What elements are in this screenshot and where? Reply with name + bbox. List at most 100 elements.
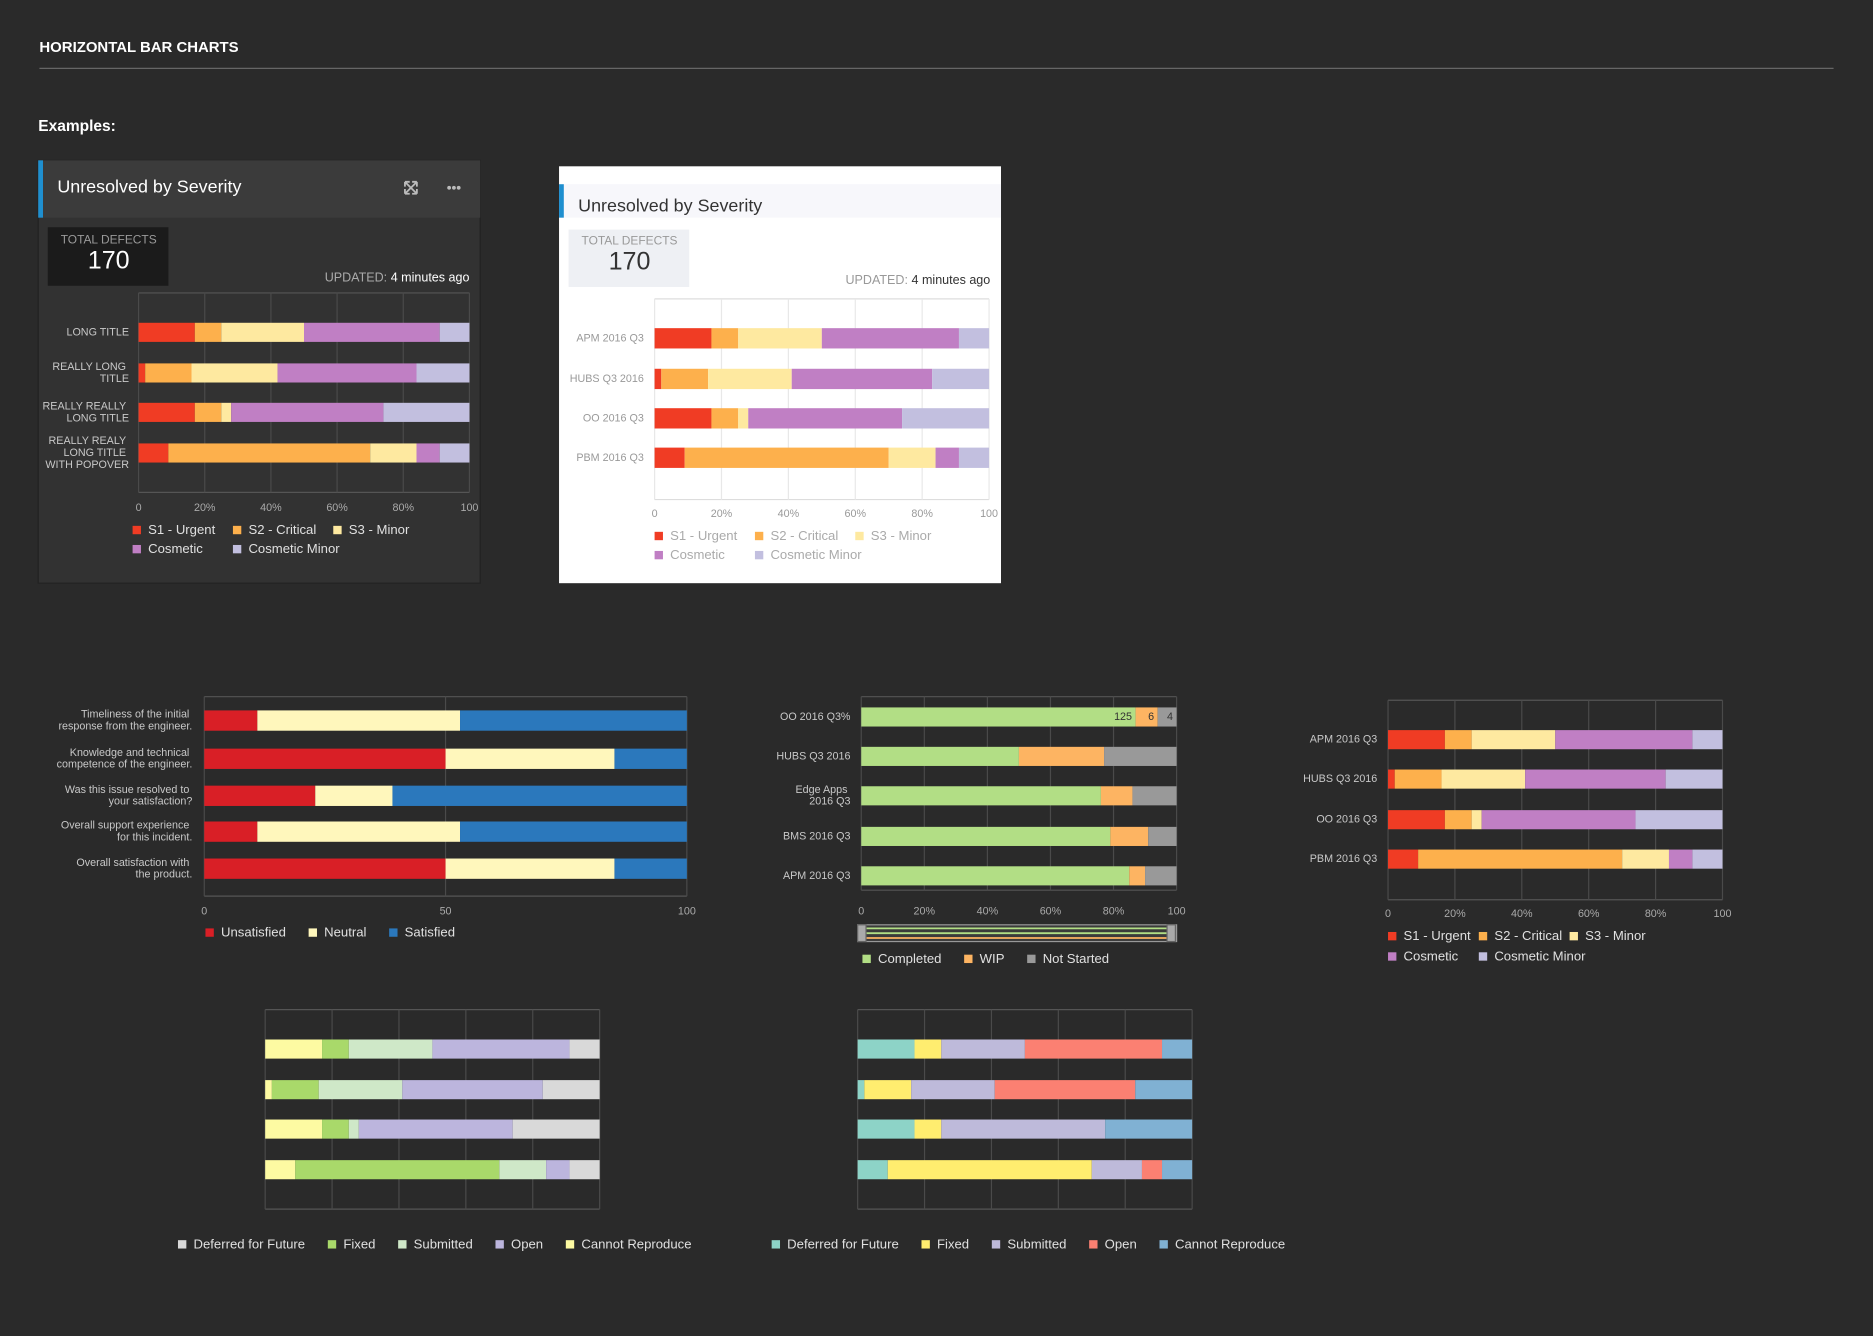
bar-segment [857,1119,915,1139]
bar-segment [1692,730,1723,750]
bar-segment [711,408,739,429]
card-accent [38,160,44,218]
bar-segment [914,1119,942,1139]
bar-segment [888,447,936,468]
category-label: Overall support experience for this inci… [61,820,192,844]
label-line: Was this issue resolved to [65,784,192,796]
bar-segment [168,443,371,463]
bar-segment [512,1119,600,1139]
legend-label: Satisfied [405,925,455,940]
bar-segment [1692,849,1723,869]
card-header [559,184,1002,218]
bar-segment [265,1119,323,1139]
bar-segment [861,866,1130,886]
bar-segment [295,1160,500,1180]
label-line: Edge Apps [795,784,850,796]
legend-swatch [862,954,871,964]
bar-segment [994,1080,1136,1100]
bar-segment [265,1080,272,1100]
x-tick-label: 0 [201,906,207,918]
label-line: APM 2016 Q3 [783,870,851,882]
x-tick-label: 20% [711,508,733,520]
bar-segment [791,368,933,390]
x-tick-label: 0 [652,508,658,520]
bar-segment [304,322,440,342]
legend-swatch [1388,952,1397,961]
x-tick-label: 100 [1714,908,1732,920]
label-line: OO 2016 Q3 [583,412,644,424]
legend-label: S2 - Critical [770,528,838,543]
legend-swatch [1159,1240,1168,1249]
range-brush[interactable] [857,924,1178,943]
bar-segment [941,1119,1106,1139]
label-line: APM 2016 Q3 [1310,734,1378,746]
bar-segment [569,1039,600,1059]
bar-segment [191,363,278,383]
x-tick-label: 0 [1385,908,1391,920]
bar-segment [1148,826,1177,846]
label-line: your satisfaction? [109,796,193,808]
legend-label: Deferred for Future [787,1236,899,1251]
section-label: Examples: [38,118,116,135]
legend-swatch [205,928,214,937]
bar-segment [322,1039,349,1059]
bar-segment [204,821,258,842]
x-tick-label: 20% [914,906,936,918]
legend-label: S3 - Minor [871,528,932,543]
category-label: HUBS Q3 2016 [776,750,850,762]
bar-segment [914,1039,942,1059]
bar-segment [958,447,990,468]
bar-segment [1388,849,1419,869]
segment-label: 125 [1114,711,1132,723]
bar-segment [1024,1039,1163,1059]
category-label: PBM 2016 Q3 [1310,853,1378,865]
legend-swatch [771,1240,781,1249]
bar-segment [546,1160,570,1180]
expand-icon[interactable] [404,180,418,195]
legend-swatch [1027,954,1036,964]
bar-segment [194,402,222,422]
x-tick-label: 60% [1040,906,1062,918]
updated-value: 4 minutes ago [912,273,991,287]
legend-swatch [1388,931,1397,941]
x-tick-label: 0 [858,906,864,918]
bar-segment [432,1039,570,1059]
bar-segment [958,328,990,349]
legend-label: Not Started [1043,951,1109,966]
label-line: 2016 Q3 [809,796,850,808]
card-title: Unresolved by Severity [57,177,241,197]
menu-icon[interactable] [447,185,461,190]
x-tick-label: 40% [977,906,999,918]
bar-segment [542,1080,600,1100]
category-label: APM 2016 Q3 [576,332,644,344]
bar-segment [861,746,1019,766]
x-tick-label: 60% [845,508,867,520]
x-tick-label: 20% [1444,908,1466,920]
bar-segment [821,328,959,349]
category-label: Knowledge and technical competence of th… [57,747,193,771]
category-label: REALLY REALLY LONG TITLE [43,400,129,424]
bar-segment [145,363,192,383]
label-line: REALLY LONG [52,361,129,373]
label-line: WITH POPOVER [45,459,129,471]
label-line: REALLY REALY [49,435,129,447]
legend-swatch [308,928,317,937]
bar-segment [1471,730,1556,750]
label-line: TITLE [100,373,129,385]
updated-text: UPDATED: 4 minutes ago [325,271,470,285]
bar-segment [439,322,470,342]
bar-segment [499,1160,547,1180]
legend-label: S3 - Minor [349,522,410,537]
total-box [47,227,169,286]
label-line: response from the engineer. [58,720,192,732]
label-line: LONG TITLE [66,412,129,424]
bar-segment [1635,810,1723,830]
label-line: competence of the engineer. [57,759,193,771]
bar-segment [194,322,222,342]
bar-segment [708,368,792,390]
legend-label: Open [511,1236,543,1251]
legend-swatch [1089,1240,1098,1249]
legend-swatch [495,1240,504,1249]
card-title: Unresolved by Severity [578,196,762,216]
updated-label: UPDATED: [846,273,908,287]
